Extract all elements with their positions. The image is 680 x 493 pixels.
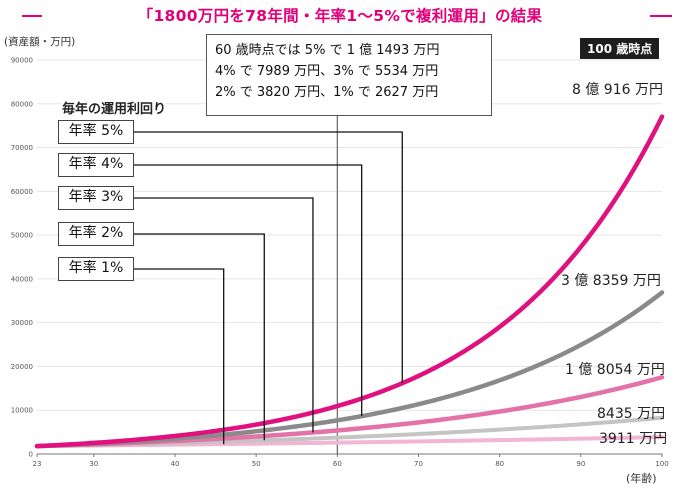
x-tick-label: 90 <box>576 460 585 468</box>
x-tick-label: 30 <box>89 460 98 468</box>
info-line-1: 60 歳時点では 5% で 1 億 1493 万円 <box>215 43 440 58</box>
callout-connector <box>134 197 314 433</box>
x-tick-label: 80 <box>495 460 504 468</box>
x-tick-label: 23 <box>33 460 42 468</box>
rate-box-4: 年率 4% <box>58 153 134 177</box>
y-axis-label: (資産額・万円) <box>4 36 76 48</box>
end-label-5: 8 億 916 万円 <box>572 82 663 98</box>
info-line-3: 2% で 3820 万円、1% で 2627 万円 <box>215 85 439 100</box>
x-tick-label: 60 <box>333 460 342 468</box>
y-tick-label: 80000 <box>11 100 33 108</box>
callout-connector <box>134 164 363 417</box>
rate-box-5: 年率 5% <box>58 120 134 144</box>
y-tick-label: 30000 <box>11 319 33 327</box>
x-tick-label: 100 <box>655 460 668 468</box>
age-100-badge: 100 歳時点 <box>580 38 660 59</box>
title-rule-right <box>650 15 672 17</box>
end-label-4: 3 億 8359 万円 <box>561 273 661 289</box>
legend-title: 毎年の運用利回り <box>62 98 167 117</box>
end-label-3: 1 億 8054 万円 <box>565 362 665 378</box>
y-tick-label: 40000 <box>11 275 33 283</box>
title-bar: 「1800万円を78年間・年率1～5%で複利運用」の結果 <box>0 0 680 30</box>
y-tick-label: 0 <box>29 451 33 459</box>
callout-connector <box>134 131 403 384</box>
y-tick-label: 50000 <box>11 232 33 240</box>
y-tick-label: 90000 <box>11 57 33 65</box>
info-line-2: 4% で 7989 万円、3% で 5534 万円 <box>215 64 439 79</box>
x-tick-label: 50 <box>252 460 261 468</box>
series-line <box>34 114 665 449</box>
rate-box-3: 年率 3% <box>58 186 134 210</box>
chart-title: 「1800万円を78年間・年率1～5%で複利運用」の結果 <box>137 7 543 25</box>
y-tick-label: 20000 <box>11 363 33 371</box>
x-tick-label: 40 <box>171 460 180 468</box>
end-label-2: 8435 万円 <box>597 406 666 422</box>
callout-connector <box>134 233 265 441</box>
rate-box-1: 年率 1% <box>58 257 134 281</box>
x-axis-label: (年齢) <box>626 472 657 485</box>
y-tick-label: 60000 <box>11 188 33 196</box>
callout-connector <box>134 268 225 445</box>
info-box: 60 歳時点では 5% で 1 億 1493 万円 4% で 7989 万円、3… <box>206 34 492 116</box>
rate-box-2: 年率 2% <box>58 222 134 246</box>
end-label-1: 3911 万円 <box>599 431 668 447</box>
x-tick-label: 70 <box>414 460 423 468</box>
y-tick-label: 10000 <box>11 407 33 415</box>
y-tick-label: 70000 <box>11 144 33 152</box>
title-rule-left <box>22 15 42 17</box>
